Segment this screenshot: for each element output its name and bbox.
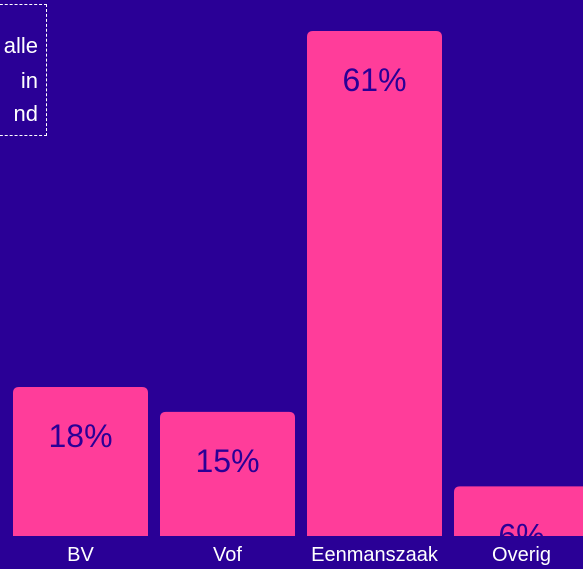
value-label-eenmanszaak: 61%: [342, 62, 406, 98]
category-label-bv: BV: [67, 544, 94, 566]
annotation-line-2: in: [20, 68, 38, 93]
annotation-line-1: alle: [3, 33, 38, 58]
category-label-eenmanszaak: Eenmanszaak: [311, 544, 439, 566]
bar-vof: [160, 411, 295, 536]
category-label-vof: Vof: [213, 544, 242, 566]
value-label-vof: 15%: [195, 443, 259, 479]
bar-bv: [13, 386, 148, 536]
bar-overig: [454, 486, 583, 536]
value-label-overig: 6%: [498, 517, 544, 553]
value-label-bv: 18%: [48, 418, 112, 454]
annotation-line-3: nd: [13, 101, 38, 126]
category-label-overig: Overig: [492, 544, 551, 566]
annotation-box: alle in nd: [0, 4, 47, 136]
bar-eenmanszaak: [307, 31, 442, 536]
